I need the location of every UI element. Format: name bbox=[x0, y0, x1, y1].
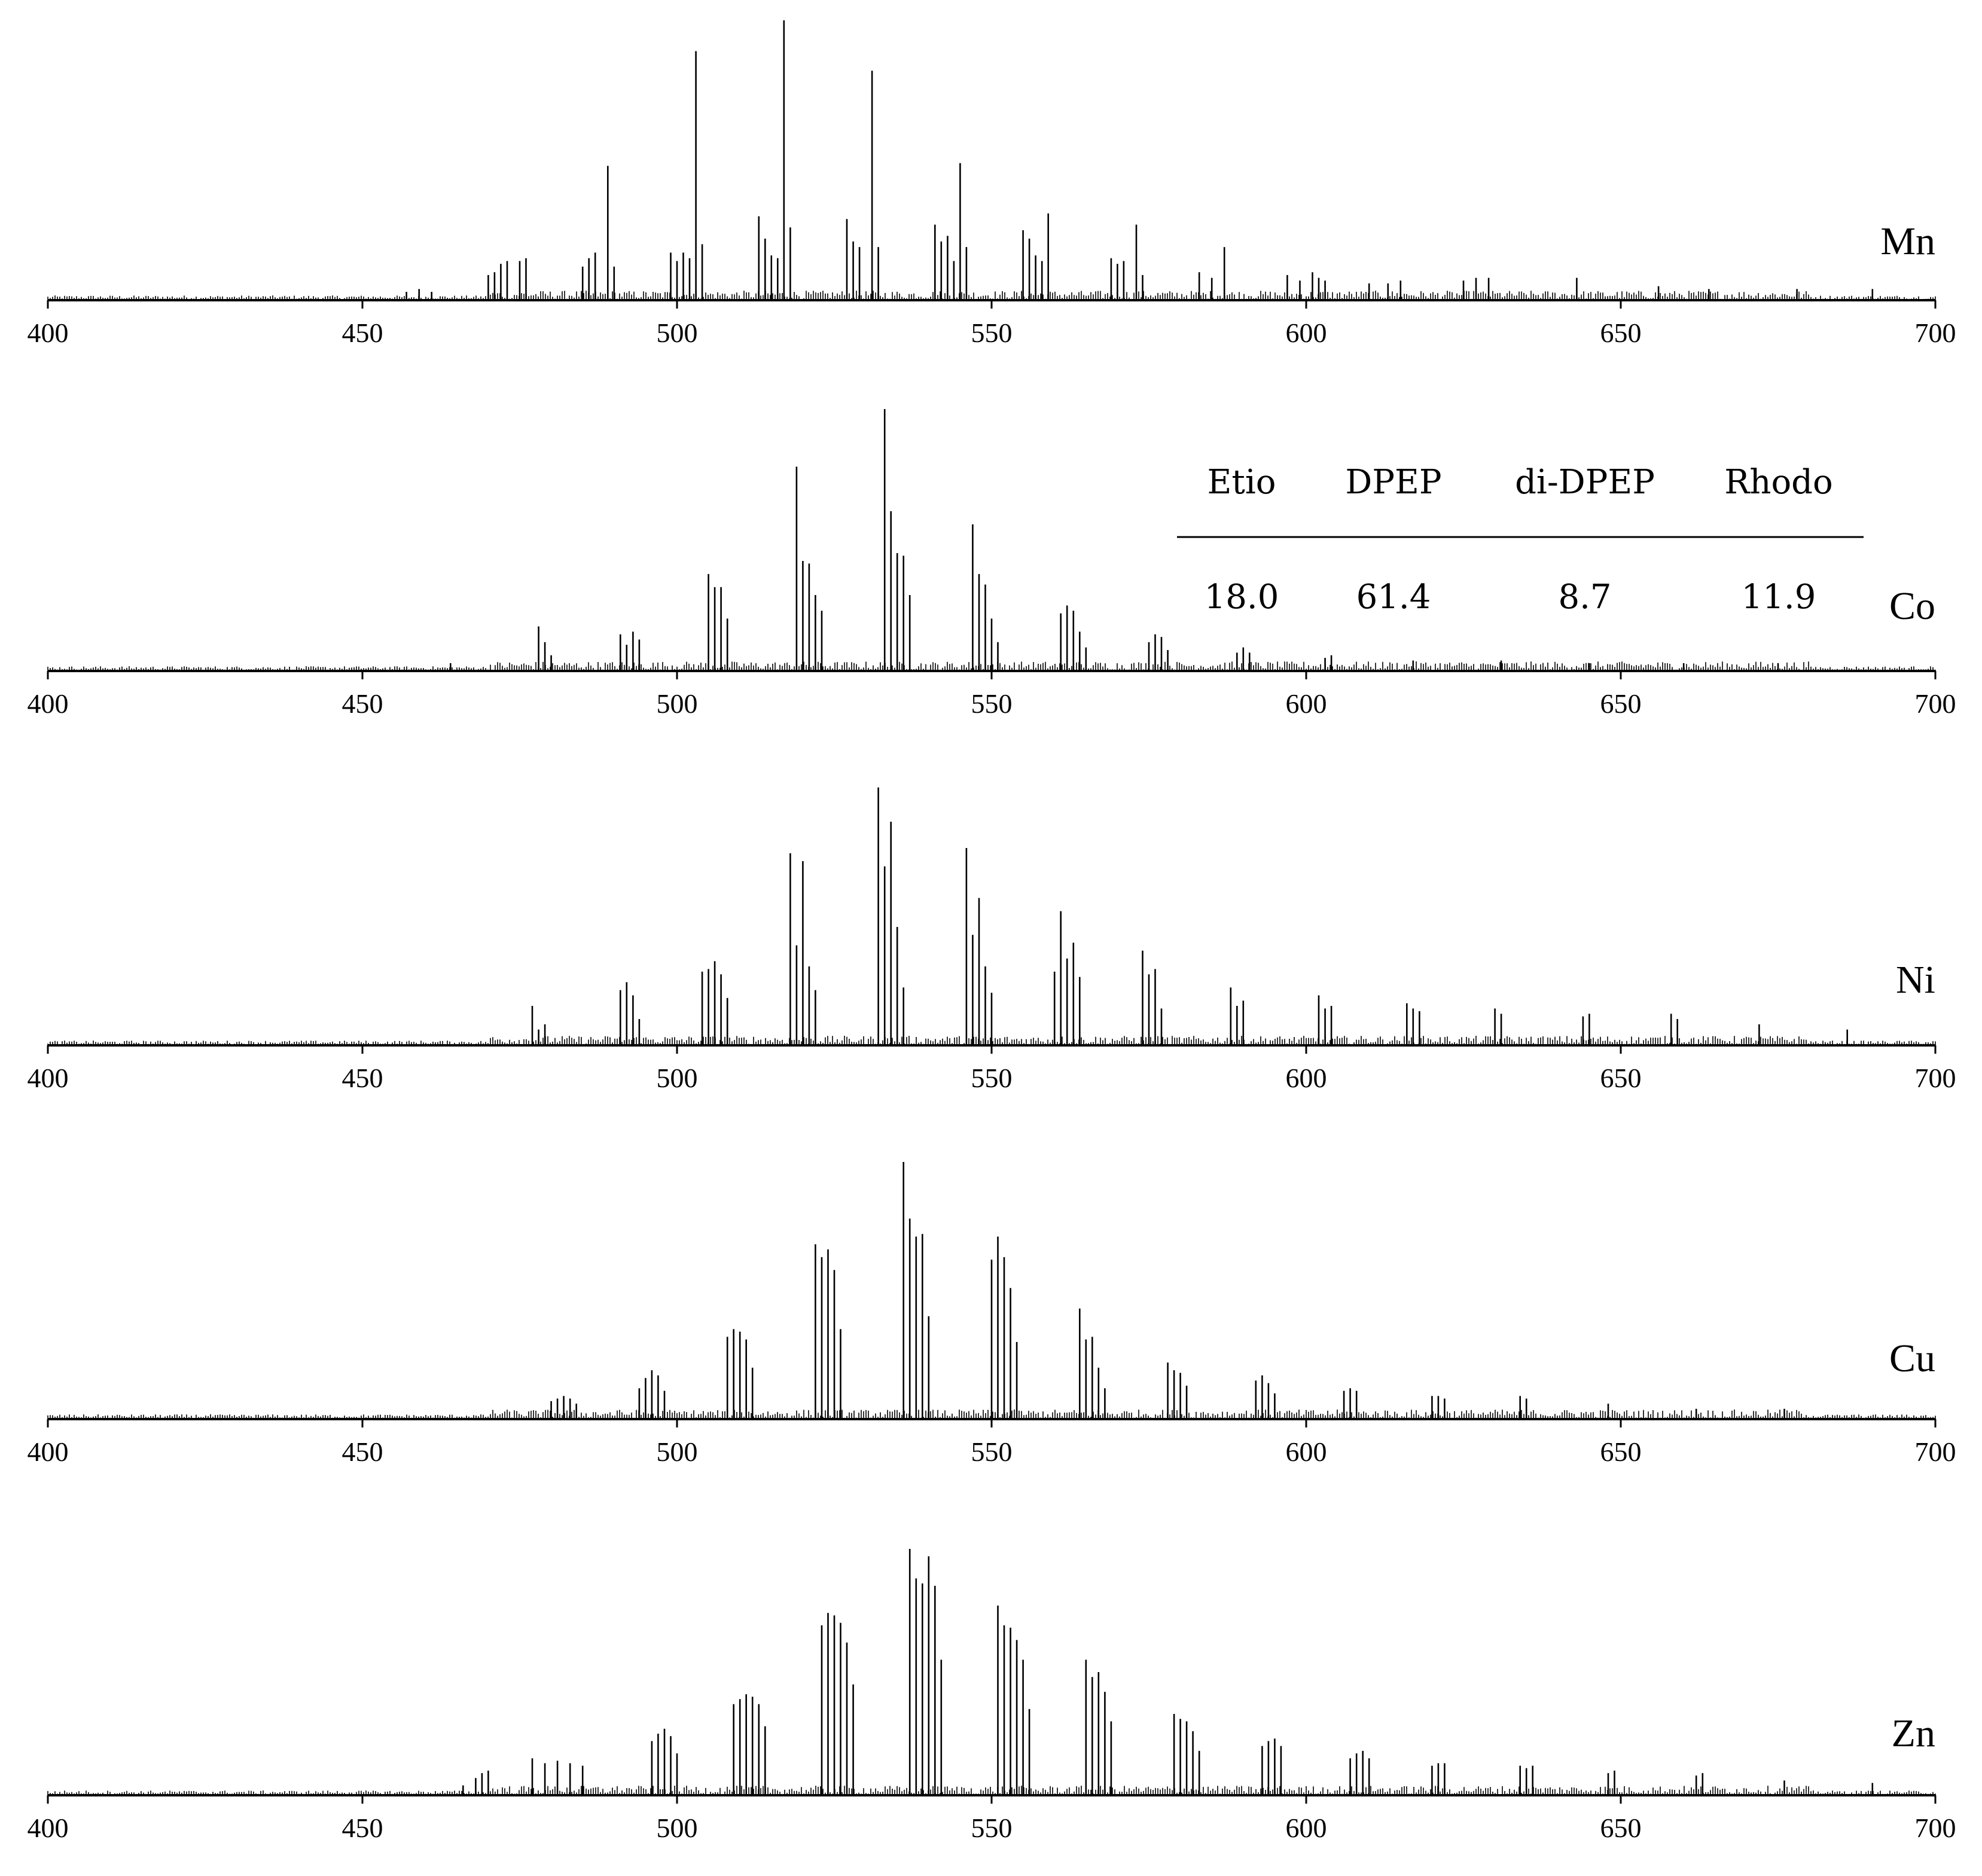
x-tick-label: 450 bbox=[342, 1063, 383, 1093]
panel-cu: 400 450 500 550 600 650 700 Cu bbox=[28, 1162, 1956, 1467]
x-tick-label: 450 bbox=[342, 1813, 383, 1843]
x-tick-label: 400 bbox=[28, 1813, 69, 1843]
x-tick-label: 550 bbox=[971, 1813, 1013, 1843]
x-tick-label: 400 bbox=[28, 318, 69, 348]
metal-label-zn: Zn bbox=[1892, 1712, 1935, 1755]
x-tick-label: 650 bbox=[1600, 318, 1642, 348]
x-tick-label: 650 bbox=[1600, 688, 1642, 719]
x-tick-label: 700 bbox=[1915, 688, 1956, 719]
x-tick-label: 650 bbox=[1600, 1436, 1642, 1467]
baseline-noise bbox=[47, 291, 1936, 300]
metal-label-mn: Mn bbox=[1880, 219, 1935, 263]
x-tick-label: 450 bbox=[342, 688, 383, 719]
x-tick-label: 600 bbox=[1286, 318, 1327, 348]
inset-header-dpep: DPEP bbox=[1345, 463, 1441, 502]
x-tick-label: 600 bbox=[1286, 1063, 1327, 1093]
x-tick-label: 650 bbox=[1600, 1813, 1642, 1843]
x-tick-label: 600 bbox=[1286, 1436, 1327, 1467]
x-tick-label: 700 bbox=[1915, 1436, 1956, 1467]
x-tick-label: 550 bbox=[971, 1063, 1013, 1093]
x-tick-label: 600 bbox=[1286, 688, 1327, 719]
x-tick-label: 400 bbox=[28, 1063, 69, 1093]
x-tick-label: 450 bbox=[342, 1436, 383, 1467]
x-tick-label: 700 bbox=[1915, 318, 1956, 348]
inset-value-etio: 18.0 bbox=[1205, 578, 1279, 617]
inset-header-etio: Etio bbox=[1207, 463, 1276, 502]
x-tick-label: 700 bbox=[1915, 1813, 1956, 1843]
x-tick-label: 500 bbox=[657, 1813, 698, 1843]
x-tick-label: 650 bbox=[1600, 1063, 1642, 1093]
inset-header-rhodo: Rhodo bbox=[1724, 463, 1833, 502]
x-tick-label: 550 bbox=[971, 318, 1013, 348]
inset-value-di-dpep: 8.7 bbox=[1558, 578, 1611, 617]
inset-value-rhodo: 11.9 bbox=[1742, 578, 1816, 617]
metal-label-co: Co bbox=[1889, 584, 1935, 628]
metal-label-cu: Cu bbox=[1889, 1337, 1935, 1380]
inset-value-dpep: 61.4 bbox=[1356, 578, 1431, 617]
x-tick-label: 600 bbox=[1286, 1813, 1327, 1843]
x-tick-label: 500 bbox=[657, 318, 698, 348]
panel-ni: 400 450 500 550 600 650 700 Ni bbox=[28, 787, 1956, 1093]
inset-header-di-dpep: di-DPEP bbox=[1515, 463, 1655, 502]
x-tick-label: 500 bbox=[657, 688, 698, 719]
x-tick-label: 400 bbox=[28, 1436, 69, 1467]
panel-co: 400 450 500 550 600 650 700 Co bbox=[28, 409, 1956, 719]
spectra-panels: 400 450 500 550 600 650 700 Mn 400 450 500 550 600 65… bbox=[28, 20, 1956, 1843]
panel-mn: 400 450 500 550 600 650 700 Mn bbox=[28, 20, 1956, 348]
metal-label-ni: Ni bbox=[1896, 958, 1935, 1002]
x-tick-label: 500 bbox=[657, 1436, 698, 1467]
x-tick-label: 550 bbox=[971, 1436, 1013, 1467]
x-tick-label: 500 bbox=[657, 1063, 698, 1093]
panel-zn: 400 450 500 550 600 650 700 Zn bbox=[28, 1549, 1956, 1843]
baseline-noise bbox=[47, 1786, 1936, 1795]
x-tick-label: 450 bbox=[342, 318, 383, 348]
composition-inset-table: Etio DPEP di-DPEP Rhodo 18.0 61.4 8.7 11… bbox=[1177, 463, 1864, 617]
x-tick-label: 700 bbox=[1915, 1063, 1956, 1093]
x-tick-label: 400 bbox=[28, 688, 69, 719]
x-tick-label: 550 bbox=[971, 688, 1013, 719]
